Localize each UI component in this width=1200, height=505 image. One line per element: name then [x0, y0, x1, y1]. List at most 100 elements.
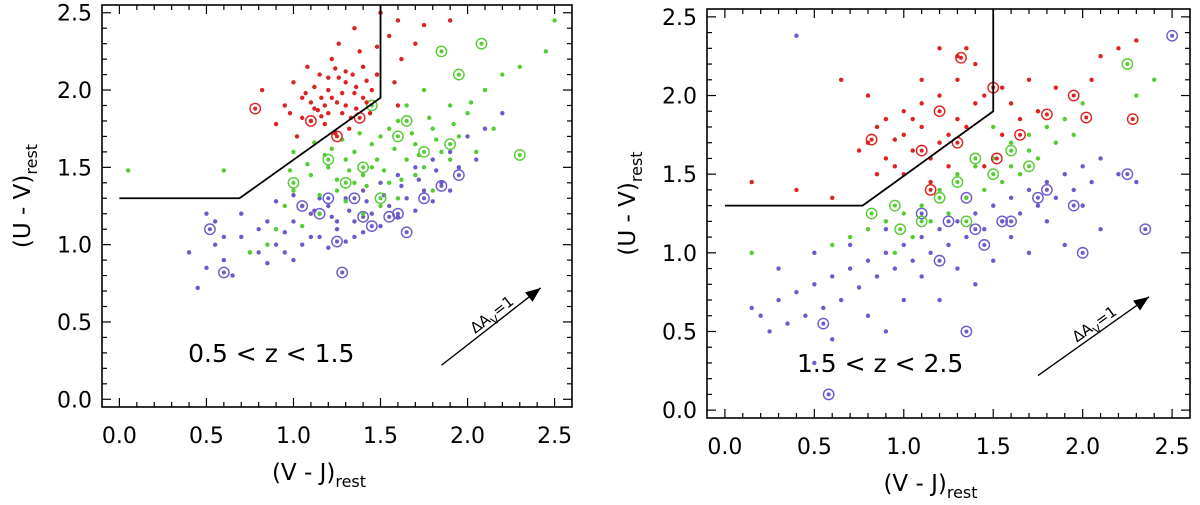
quiescent-galaxy-point	[367, 111, 373, 116]
blue-galaxy-point	[964, 234, 969, 240]
quiescent-galaxy-point	[883, 156, 889, 161]
blue-galaxy-point	[803, 313, 808, 318]
quiescent-galaxy-point	[343, 80, 348, 85]
quiescent-galaxy-point	[294, 134, 300, 139]
blue-galaxy-ring	[996, 215, 1009, 228]
quiescent-galaxy-ring-center	[335, 134, 339, 139]
dusty-galaxy-point	[421, 165, 427, 170]
dusty-galaxy-ring	[444, 138, 457, 151]
dusty-galaxy-ring-center	[343, 180, 348, 185]
plot-frame	[706, 8, 1191, 419]
quiescent-galaxy-point	[392, 80, 397, 85]
dusty-galaxy-point	[491, 126, 496, 131]
blue-galaxy-point	[439, 180, 444, 186]
blue-galaxy-point	[892, 266, 898, 271]
dusty-galaxy-ring-center	[517, 152, 522, 157]
quiescent-galaxy-ring-center	[1084, 115, 1089, 120]
quiescent-galaxy-ring-center	[253, 106, 258, 111]
dusty-galaxy-point	[955, 171, 960, 177]
quiescent-galaxy-point	[1134, 38, 1139, 43]
blue-galaxy-point	[195, 285, 200, 291]
dusty-galaxy-point	[1152, 77, 1157, 82]
blue-galaxy-ring-center	[404, 230, 409, 235]
plot-frame	[101, 4, 573, 408]
blue-galaxy-point	[317, 234, 322, 240]
quiescent-galaxy-point	[340, 111, 345, 116]
dusty-galaxy-point	[865, 227, 871, 232]
quiescent-galaxy-point	[964, 46, 969, 51]
blue-galaxy-point	[334, 226, 340, 232]
quiescent-galaxy-ring	[924, 184, 937, 196]
quiescent-galaxy-point	[387, 33, 392, 39]
blue-galaxy-point	[282, 230, 287, 235]
quiescent-galaxy-point	[353, 84, 359, 90]
quiescent-galaxy-point	[838, 77, 844, 82]
blue-galaxy-point	[186, 250, 192, 255]
x-tick-label: 0.5	[797, 435, 832, 460]
blue-galaxy-point	[465, 134, 470, 139]
dusty-galaxy-ring	[418, 145, 430, 158]
quiescent-galaxy-point	[326, 87, 331, 93]
blue-galaxy-point	[812, 250, 817, 256]
dusty-galaxy-point	[928, 219, 933, 224]
x-tick-label: 2.0	[450, 424, 485, 449]
blue-galaxy-point	[1008, 234, 1014, 240]
dusty-galaxy-point	[456, 134, 462, 139]
quiescent-galaxy-point	[360, 95, 366, 100]
blue-galaxy-point	[395, 172, 401, 178]
blue-galaxy-ring	[1121, 168, 1134, 181]
quiescent-galaxy-point	[910, 148, 915, 153]
blue-galaxy-point	[1017, 211, 1023, 216]
blue-galaxy-ring	[969, 223, 982, 236]
blue-galaxy-point	[416, 177, 422, 182]
blue-galaxy-ring-center	[395, 211, 400, 216]
blue-galaxy-point	[299, 242, 305, 247]
quiescent-galaxy-point	[856, 148, 862, 153]
blue-galaxy-point	[946, 242, 951, 248]
dusty-galaxy-ring-center	[1009, 148, 1014, 153]
dusty-galaxy-point	[360, 211, 366, 216]
blue-galaxy-point	[360, 188, 366, 193]
dusty-galaxy-ring	[287, 176, 300, 189]
blue-galaxy-point	[1062, 171, 1067, 177]
dusty-galaxy-ring-center	[973, 156, 978, 161]
blue-galaxy-point	[838, 297, 844, 303]
dusty-galaxy-point	[552, 18, 557, 23]
blue-galaxy-point	[456, 165, 462, 170]
blue-galaxy-point	[1089, 179, 1094, 185]
dusty-galaxy-point	[399, 177, 404, 182]
blue-galaxy-point	[421, 188, 427, 193]
blue-galaxy-point	[291, 219, 296, 224]
dusty-galaxy-point	[1044, 124, 1050, 130]
blue-galaxy-point	[395, 214, 401, 220]
quiescent-galaxy-point	[352, 90, 357, 96]
quiescent-galaxy-point	[326, 75, 331, 80]
blue-galaxy-point	[1044, 179, 1050, 185]
blue-galaxy-point	[265, 261, 270, 266]
dusty-galaxy-point	[125, 168, 131, 173]
dusty-galaxy-ring	[339, 176, 352, 189]
dusty-galaxy-ring-center	[937, 195, 942, 200]
dusty-galaxy-point	[1026, 148, 1032, 153]
dusty-galaxy-point	[378, 134, 383, 139]
quiescent-galaxy-ring	[1014, 128, 1026, 141]
blue-galaxy-point	[204, 265, 209, 271]
dusty-galaxy-ring	[1005, 144, 1018, 157]
x-tick-label: 1.5	[363, 424, 398, 449]
y-tick-label: 0.0	[57, 388, 92, 413]
quiescent-galaxy-ring-center	[357, 115, 362, 120]
blue-galaxy-ring-center	[982, 242, 987, 247]
blue-galaxy-point	[865, 313, 871, 318]
blue-galaxy-ring-center	[387, 214, 392, 219]
dusty-galaxy-point	[247, 250, 253, 255]
blue-galaxy-point	[291, 192, 296, 198]
dusty-galaxy-point	[447, 157, 453, 162]
dusty-galaxy-point	[273, 226, 279, 232]
blue-galaxy-ring	[1166, 29, 1179, 42]
dusty-galaxy-point	[369, 165, 375, 170]
blue-galaxy-ring-center	[352, 196, 357, 201]
blue-galaxy-point	[973, 282, 978, 287]
dusty-galaxy-ring	[894, 223, 907, 236]
x-tick-label: 1.5	[976, 435, 1011, 460]
blue-galaxy-point	[447, 149, 453, 155]
